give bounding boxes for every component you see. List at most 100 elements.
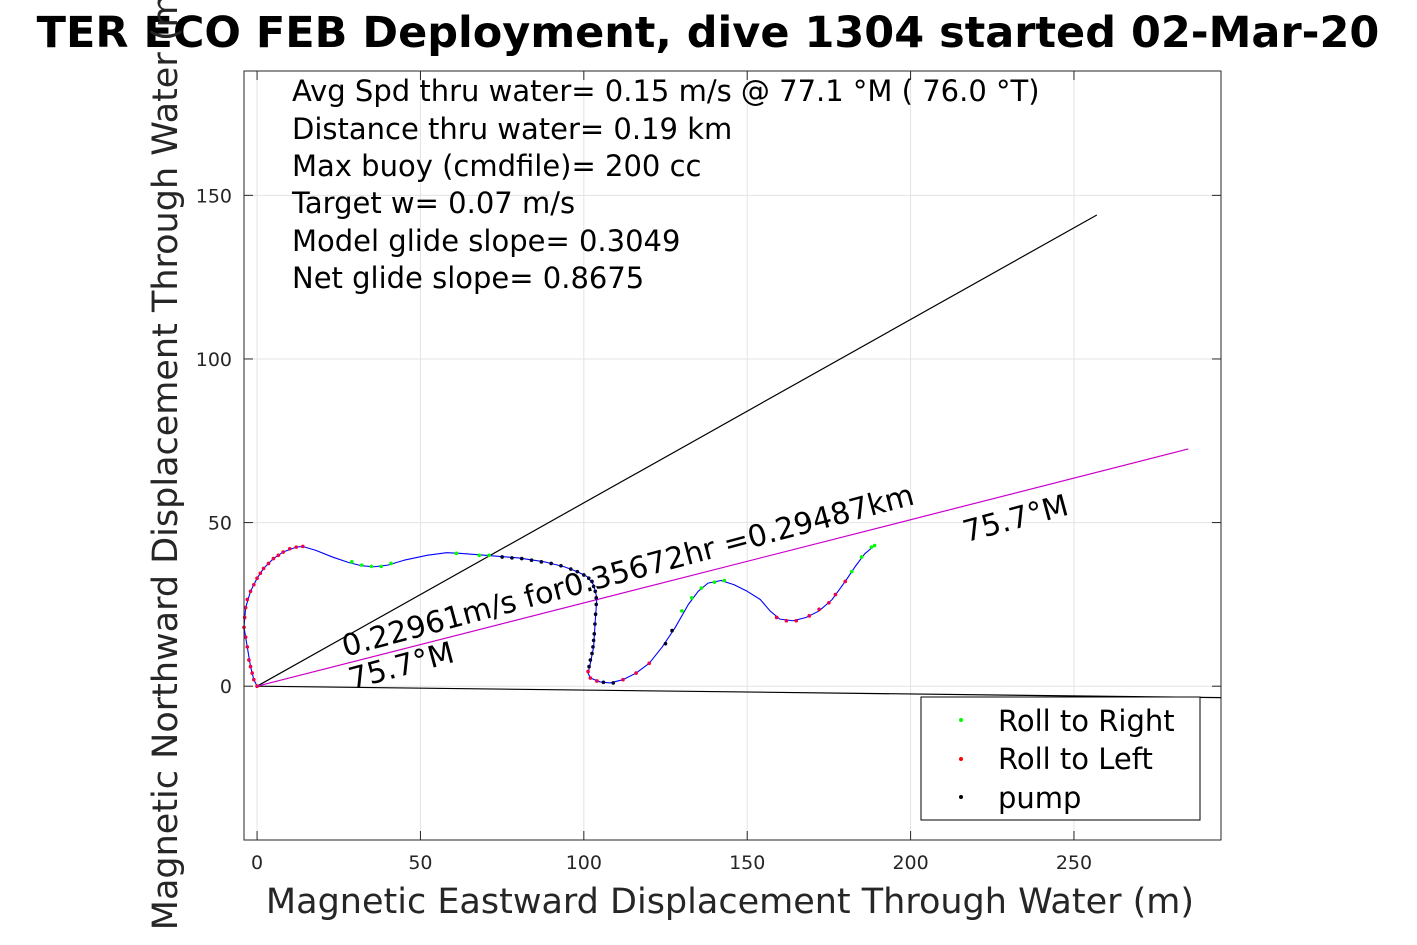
info-distance: Distance thru water= 0.19 km bbox=[292, 112, 732, 146]
line-upper-bound bbox=[256, 214, 1098, 687]
pump-point-accent bbox=[590, 580, 593, 583]
info-model-glide-slope: Model glide slope= 0.3049 bbox=[292, 224, 680, 258]
legend-marker-pump bbox=[959, 795, 963, 799]
roll-right-point bbox=[379, 564, 384, 569]
x-tick-label: 200 bbox=[892, 852, 928, 874]
roll-left-point-accent bbox=[256, 685, 259, 688]
reference-lines bbox=[256, 214, 1221, 699]
legend-label-roll-right: Roll to Right bbox=[998, 704, 1175, 738]
pump-point-accent bbox=[530, 559, 533, 562]
roll-left-point-accent bbox=[277, 554, 280, 557]
roll-left-point-accent bbox=[844, 580, 847, 583]
roll-right-point bbox=[477, 553, 482, 558]
roll-left-point-accent bbox=[785, 619, 788, 622]
roll-right-point bbox=[487, 553, 491, 558]
pump-point-accent bbox=[594, 613, 597, 616]
y-tick-label: 100 bbox=[196, 349, 232, 371]
x-tick-label: 100 bbox=[566, 852, 602, 874]
roll-left-point-accent bbox=[587, 670, 590, 673]
roll-left-point-accent bbox=[288, 547, 291, 550]
roll-right-point bbox=[859, 555, 864, 559]
legend-label-pump: pump bbox=[998, 781, 1081, 815]
pump-point-accent bbox=[550, 562, 553, 565]
roll-left-point-accent bbox=[818, 608, 821, 611]
pump-point-accent bbox=[593, 623, 596, 626]
roll-left-point-accent bbox=[589, 677, 592, 680]
axis-ticks: 0 50 100 150 200 250 0 50 100 150 bbox=[196, 71, 1221, 874]
roll-right-point bbox=[359, 563, 364, 567]
y-tick-label: 0 bbox=[220, 676, 232, 698]
y-axis-label: Magnetic Northward Displacement Through … bbox=[146, 0, 186, 930]
roll-left-point-accent bbox=[808, 614, 811, 617]
x-tick-label: 50 bbox=[408, 852, 432, 874]
roll-left-point-accent bbox=[834, 593, 837, 596]
roll-left-point-accent bbox=[267, 562, 270, 565]
roll-right-point bbox=[872, 543, 877, 548]
roll-left-point-accent bbox=[249, 590, 252, 593]
pump-point-accent bbox=[501, 555, 504, 558]
roll-right-point bbox=[869, 545, 874, 549]
roll-right-point bbox=[454, 551, 459, 556]
roll-left-point-accent bbox=[247, 659, 250, 662]
pump-point-accent bbox=[559, 564, 562, 567]
roll-left-point-accent bbox=[246, 598, 249, 601]
x-axis-label: Magnetic Eastward Displacement Through W… bbox=[266, 882, 1194, 922]
roll-right-point bbox=[389, 561, 393, 566]
pump-point-accent bbox=[590, 652, 593, 655]
roll-left-point-accent bbox=[595, 679, 598, 682]
pump-point-accent bbox=[595, 596, 598, 599]
x-tick-label: 250 bbox=[1056, 852, 1092, 874]
legend-label-roll-left: Roll to Left bbox=[998, 742, 1153, 776]
roll-left-point-accent bbox=[262, 567, 265, 570]
pump-point-accent bbox=[664, 642, 667, 645]
roll-left-point-accent bbox=[256, 577, 259, 580]
roll-right-point bbox=[722, 578, 727, 583]
grid bbox=[244, 71, 1221, 840]
info-avg-speed: Avg Spd thru water= 0.15 m/s @ 77.1 °M (… bbox=[292, 74, 1040, 108]
roll-right-point bbox=[369, 564, 374, 569]
pump-point-accent bbox=[520, 557, 523, 560]
pump-point-accent bbox=[595, 603, 598, 606]
roll-left-point-accent bbox=[246, 645, 249, 648]
info-target-w: Target w= 0.07 m/s bbox=[291, 186, 575, 220]
info-text-block: Avg Spd thru water= 0.15 m/s @ 77.1 °M (… bbox=[291, 74, 1040, 295]
roll-left-point-accent bbox=[635, 672, 638, 675]
legend-box bbox=[920, 696, 1201, 821]
pump-point-accent bbox=[671, 629, 674, 632]
roll-left-point-accent bbox=[775, 616, 778, 619]
y-tick-label: 50 bbox=[208, 513, 232, 535]
x-tick-label: 150 bbox=[729, 852, 765, 874]
roll-left-point-accent bbox=[251, 672, 254, 675]
roll-left-point-accent bbox=[827, 601, 830, 604]
roll-right-point bbox=[849, 569, 854, 574]
roll-left-point-accent bbox=[252, 678, 255, 681]
roll-left-point-accent bbox=[648, 662, 651, 665]
pump-point-accent bbox=[594, 590, 597, 593]
roll-right-point bbox=[680, 609, 684, 613]
pump-point-accent bbox=[592, 639, 595, 642]
pump-point-accent bbox=[569, 568, 572, 571]
roll-left-point-accent bbox=[272, 557, 275, 560]
pump-point-accent bbox=[591, 645, 594, 648]
pump-point-accent bbox=[576, 570, 579, 573]
line-lower-bound bbox=[257, 685, 1221, 699]
plot-area-frame bbox=[243, 70, 1222, 841]
info-max-buoy: Max buoy (cmdfile)= 200 cc bbox=[292, 149, 701, 183]
pump-point-accent bbox=[510, 556, 513, 559]
pump-point-accent bbox=[588, 665, 591, 668]
roll-right-point bbox=[699, 586, 704, 590]
roll-left-point-accent bbox=[295, 546, 298, 549]
chart-title: TER ECO FEB Deployment, dive 1304 starte… bbox=[37, 8, 1380, 58]
roll-left-point-accent bbox=[282, 551, 285, 554]
roll-left-point-accent bbox=[795, 619, 798, 622]
roll-left-point-accent bbox=[244, 636, 247, 639]
info-net-glide-slope: Net glide slope= 0.8675 bbox=[292, 261, 644, 295]
legend: Roll to Right Roll to Left pump bbox=[920, 696, 1201, 821]
legend-marker-roll-right bbox=[959, 718, 963, 722]
roll-left-point-accent bbox=[249, 665, 252, 668]
pump-point-accent bbox=[540, 560, 543, 563]
roll-left-point-accent bbox=[259, 572, 262, 575]
roll-left-point-accent bbox=[622, 678, 625, 681]
legend-marker-roll-left bbox=[959, 757, 963, 761]
